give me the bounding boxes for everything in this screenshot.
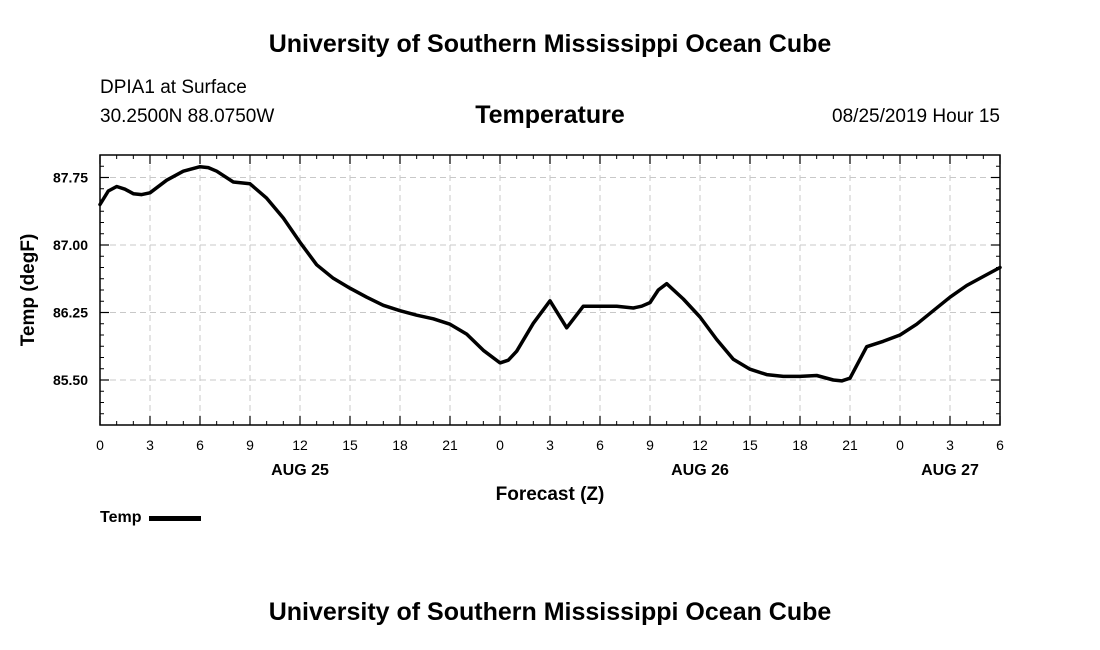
legend: Temp	[100, 509, 202, 527]
chart-title: Temperature	[475, 101, 625, 129]
bottom-title: University of Southern Mississippi Ocean…	[268, 598, 832, 626]
y-tick-label: 87.00	[53, 237, 88, 253]
x-tick-label: 6	[996, 437, 1004, 453]
day-label: AUG 26	[671, 462, 729, 479]
x-tick-label: 0	[896, 437, 904, 453]
y-axis-label: Temp (degF)	[18, 234, 39, 347]
x-tick-label: 3	[546, 437, 554, 453]
y-tick-label: 86.25	[53, 305, 88, 321]
legend-swatch	[149, 515, 202, 521]
lat-lon-label: 30.2500N 88.0750W	[100, 106, 275, 127]
x-tick-label: 6	[596, 437, 604, 453]
axis-ticks	[99, 155, 1001, 425]
datetime-label: 08/25/2019 Hour 15	[832, 106, 1000, 127]
x-tick-label: 0	[496, 437, 504, 453]
x-tick-label: 15	[742, 437, 758, 453]
x-tick-label: 9	[246, 437, 254, 453]
top-title: University of Southern Mississippi Ocean…	[268, 30, 832, 58]
series-line-temp	[98, 164, 1002, 383]
series-layer	[98, 164, 1002, 383]
x-tick-label: 18	[392, 437, 408, 453]
x-tick-label: 15	[342, 437, 358, 453]
grid-lines	[100, 155, 1000, 425]
station-label: DPIA1 at Surface	[100, 77, 247, 98]
x-tick-label: 12	[692, 437, 708, 453]
day-label: AUG 25	[271, 462, 329, 479]
x-tick-label: 0	[96, 437, 104, 453]
x-tick-label: 12	[292, 437, 308, 453]
x-tick-label: 3	[146, 437, 154, 453]
x-tick-label: 21	[442, 437, 458, 453]
x-tick-label: 9	[646, 437, 654, 453]
x-tick-label: 6	[196, 437, 204, 453]
y-tick-label: 87.75	[53, 170, 88, 186]
y-tick-label: 85.50	[53, 372, 88, 388]
x-tick-label: 21	[842, 437, 858, 453]
axis-tick-labels: 0 3 6 9 12 15 18 21 0 3 6 9 12 15 18 21 0 3 6 AUG 25 AUG 26 A…	[53, 170, 1004, 480]
legend-label: Temp	[100, 509, 142, 526]
x-tick-label: 18	[792, 437, 808, 453]
day-label: AUG 27	[921, 462, 979, 479]
x-axis-label: Forecast (Z)	[496, 484, 605, 505]
x-tick-label: 3	[946, 437, 954, 453]
